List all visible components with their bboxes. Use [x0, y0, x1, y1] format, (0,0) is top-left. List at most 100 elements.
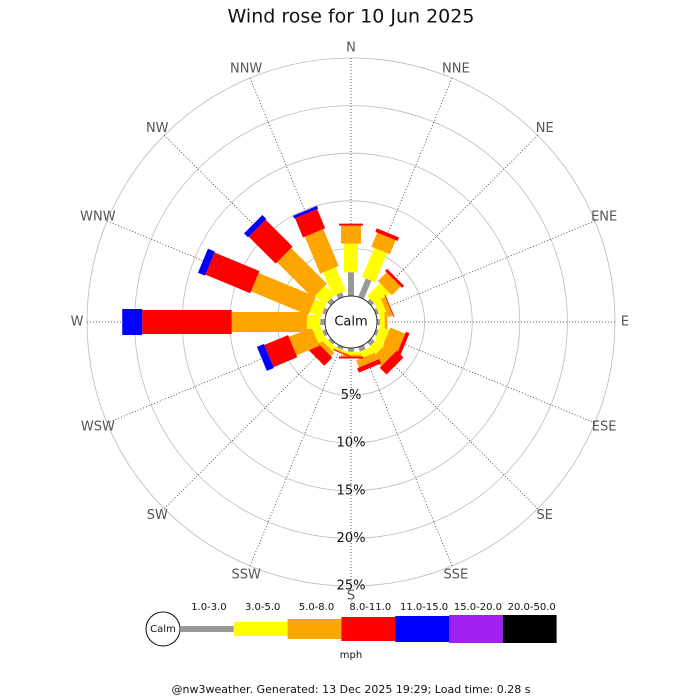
unit-label: mph [340, 650, 362, 661]
bar-segment [294, 208, 326, 238]
bar-segment [384, 312, 388, 332]
r-tick-label: 15% [337, 483, 366, 498]
bar-segment [379, 350, 404, 375]
legend-swatch [395, 616, 449, 642]
bar-segment [329, 346, 349, 356]
direction-bar [339, 223, 363, 296]
bar-segment [312, 326, 327, 344]
direction-bar [292, 205, 346, 300]
r-tick-label: 10% [337, 436, 366, 451]
bar-segment [341, 354, 361, 357]
spoke [249, 345, 342, 567]
bar-segment [379, 315, 385, 329]
bar-segment [384, 294, 395, 318]
direction-bar [358, 228, 399, 300]
bar-segment [385, 268, 405, 288]
r-tick-label: 5% [341, 388, 362, 403]
bar-segment [328, 338, 335, 345]
bar-segment [376, 319, 380, 325]
bar-segment [339, 356, 363, 359]
spoke [360, 345, 453, 567]
legend-label: 11.0-15.0 [400, 602, 448, 613]
legend-label: 15.0-20.0 [454, 602, 502, 613]
direction-bar [376, 312, 388, 332]
legend-swatch [449, 615, 503, 643]
direction-label: SSW [231, 568, 261, 583]
direction-label: ESE [592, 419, 617, 434]
direction-label: SW [147, 508, 168, 523]
bar-segment [288, 327, 320, 356]
bar-segment [304, 229, 339, 274]
legend-swatch [233, 622, 288, 636]
legend-swatch [502, 615, 557, 643]
spoke [369, 340, 538, 509]
bar-segment [356, 352, 378, 368]
legend-swatch [341, 617, 396, 641]
direction-label: WSW [81, 419, 115, 434]
legend-swatch [180, 626, 234, 632]
bar-segment [231, 312, 307, 332]
legend-label: 8.0-11.0 [349, 602, 391, 613]
bar-segment [375, 228, 399, 242]
bar-segment [122, 309, 143, 335]
calm-label: Calm [334, 315, 367, 330]
direction-label: NNE [442, 61, 470, 76]
bar-segment [306, 315, 321, 329]
spoke [164, 340, 333, 509]
bar-segment [322, 307, 329, 315]
bar-segment [332, 345, 347, 354]
legend-swatch [287, 619, 342, 639]
bar-segment [373, 329, 379, 336]
bar-segment [251, 272, 316, 316]
bar-segment [367, 283, 390, 306]
bar-segment [309, 299, 327, 318]
bar-segment [264, 335, 298, 368]
bar-segment [205, 252, 260, 294]
bar-segment [142, 310, 232, 334]
bar-segment [374, 326, 390, 344]
bar-segment [367, 298, 375, 306]
direction-bar [373, 294, 395, 318]
bar-segment [341, 225, 361, 244]
direction-label: S [347, 589, 355, 604]
chart-title: Wind rose for 10 Jun 2025 [228, 6, 475, 28]
spoke [374, 220, 596, 313]
legend-calm-label: Calm [150, 624, 176, 635]
bar-segment [348, 348, 354, 352]
bar-segment [243, 214, 267, 238]
bar-segment [367, 338, 385, 356]
bar-segment [344, 351, 358, 355]
footer: @nw3weather. Generated: 13 Dec 2025 19:2… [172, 683, 531, 696]
direction-label: N [346, 41, 356, 56]
direction-label: NE [536, 121, 554, 136]
direction-label: NW [146, 121, 169, 136]
bar-segment [322, 329, 329, 337]
direction-bar [243, 214, 335, 306]
bar-segment [373, 308, 379, 315]
spoke [369, 135, 538, 304]
direction-label: E [621, 315, 629, 330]
bar-segment [339, 223, 363, 226]
direction-label: SE [537, 508, 553, 523]
bar-segment [320, 319, 325, 325]
direction-bar [339, 348, 363, 359]
bar-segment [316, 338, 335, 357]
bar-segment [380, 296, 393, 318]
bar-segment [344, 243, 358, 273]
grid [86, 57, 616, 587]
bar-segment [322, 337, 336, 351]
bar-segment [337, 344, 344, 350]
bar-segment [292, 205, 319, 219]
bar-segment [371, 232, 396, 255]
direction-label: NNW [230, 61, 262, 76]
bar-segment [327, 298, 335, 306]
legend-label: 20.0-50.0 [508, 602, 556, 613]
bar-segment [362, 247, 388, 283]
legend-label: 3.0-5.0 [245, 602, 280, 613]
r-tick-label: 20% [337, 531, 366, 546]
bar-segment [256, 343, 274, 371]
direction-label: SSE [443, 568, 468, 583]
bar-segment [277, 248, 327, 298]
direction-bar [256, 326, 329, 371]
